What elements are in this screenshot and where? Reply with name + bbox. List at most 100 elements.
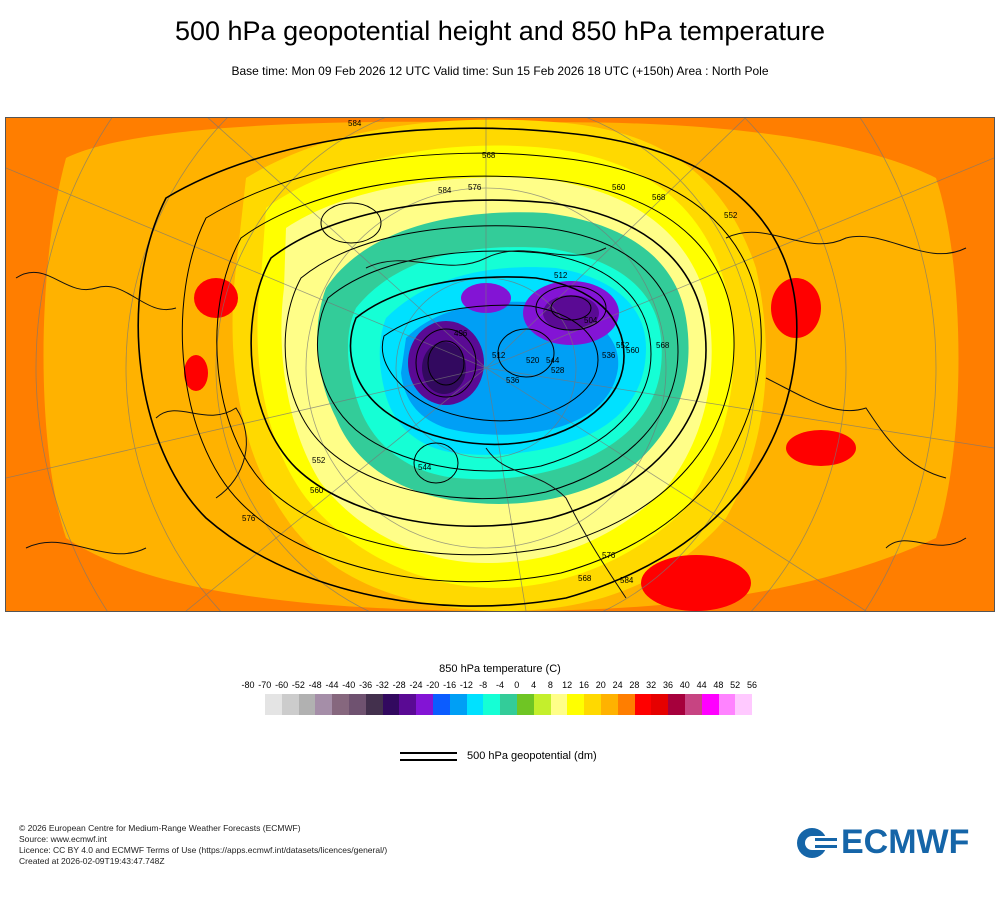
temperature-map-svg: 584 568 584 576 560 568 552 512 504 496 …	[6, 118, 994, 611]
legend-tick-label: 20	[595, 680, 606, 690]
contour-label: 504	[584, 316, 598, 325]
contour-label: 560	[310, 486, 324, 495]
contour-label: 512	[554, 271, 568, 280]
legend-color-swatch	[701, 694, 719, 715]
contour-label: 552	[724, 211, 738, 220]
legend-color-swatch	[735, 694, 753, 715]
legend-color-swatch	[550, 694, 568, 715]
contour-label: 544	[418, 463, 432, 472]
legend-color-swatch	[516, 694, 534, 715]
contour-label: 568	[656, 341, 670, 350]
contour-label: 584	[620, 576, 634, 585]
legend-tick-label: -32	[375, 680, 389, 690]
legend-tick-label: 56	[746, 680, 757, 690]
legend-title: 850 hPa temperature (C)	[439, 663, 561, 675]
legend-tick-label: -20	[426, 680, 440, 690]
legend-tick-label: 52	[730, 680, 741, 690]
legend-tick-row: -80 -70 -60 -52 -48 -44 -40 -36 -32 -28 -24 -20 -16-…	[240, 680, 760, 692]
contour-label: 496	[454, 329, 468, 338]
legend-tick-label: 44	[696, 680, 707, 690]
legend-color-swatch	[668, 694, 685, 715]
legend-tick-label: -8	[479, 680, 488, 690]
legend-tick-label: -12	[459, 680, 473, 690]
legend-color-swatch	[265, 694, 282, 715]
legend-tick-label: -28	[392, 680, 406, 690]
legend-tick-label: 0	[514, 680, 520, 690]
legend-tick-label: -52	[291, 680, 305, 690]
legend-color-swatch	[533, 694, 551, 715]
geopotential-legend: 500 hPa geopotential (dm)	[400, 748, 660, 768]
contour-label: 568	[482, 151, 496, 160]
legend-tick-label: -40	[342, 680, 356, 690]
legend-color-swatch	[584, 694, 601, 715]
legend-color-swatch	[332, 694, 349, 715]
contour-label: 568	[578, 574, 592, 583]
temperature-color-bar	[265, 694, 753, 715]
contour-label: 544	[546, 356, 560, 365]
legend-tick-label: 48	[713, 680, 724, 690]
legend-color-swatch	[315, 694, 333, 715]
legend-tick-label: -44	[325, 680, 339, 690]
legend-color-swatch	[651, 694, 669, 715]
legend-color-swatch	[382, 694, 400, 715]
ecmwf-logo-icon	[797, 828, 839, 858]
legend-color-swatch	[466, 694, 484, 715]
legend-color-swatch	[718, 694, 736, 715]
contour-label: 552	[312, 456, 326, 465]
legend-tick-label: 40	[679, 680, 690, 690]
legend-tick-label: 28	[629, 680, 640, 690]
legend-tick-label: -80	[241, 680, 255, 690]
legend-tick-label: 4	[531, 680, 537, 690]
legend-color-swatch	[600, 694, 618, 715]
legend-tick-label: -60	[275, 680, 289, 690]
legend-color-swatch	[617, 694, 635, 715]
ecmwf-logo: ECMWF	[795, 823, 985, 862]
legend-color-swatch	[483, 694, 501, 715]
legend-color-swatch	[567, 694, 585, 715]
footer-credits: © 2026 European Centre for Medium-Range …	[19, 823, 387, 867]
legend-color-swatch	[432, 694, 450, 715]
legend-tick-label: -16	[443, 680, 457, 690]
north-pole-map: 584 568 584 576 560 568 552 512 504 496 …	[5, 117, 995, 612]
contour-label: 528	[551, 366, 565, 375]
source-text: Source: www.ecmwf.int	[19, 834, 107, 844]
legend-tick-label: 24	[612, 680, 623, 690]
legend-tick-label: -48	[308, 680, 322, 690]
contour-label: 536	[506, 376, 520, 385]
contour-label: 584	[348, 119, 362, 128]
legend-color-swatch	[684, 694, 702, 715]
contour-label: 512	[492, 351, 506, 360]
legend-tick-label: -4	[495, 680, 504, 690]
contour-label: 584	[438, 186, 452, 195]
contour-label: 576	[468, 183, 482, 192]
legend-color-swatch	[399, 694, 417, 715]
legend-color-swatch	[281, 694, 299, 715]
legend-color-swatch	[348, 694, 366, 715]
contour-label: 568	[652, 193, 666, 202]
contour-label: 576	[242, 514, 256, 523]
legend-tick-label: 8	[547, 680, 553, 690]
geopotential-line-sample	[400, 752, 457, 754]
legend-color-swatch	[449, 694, 467, 715]
legend-color-swatch	[634, 694, 652, 715]
geopotential-legend-label: 500 hPa geopotential (dm)	[467, 750, 597, 762]
legend-color-swatch	[365, 694, 383, 715]
contour-label: 520	[526, 356, 540, 365]
legend-tick-label: 36	[662, 680, 673, 690]
licence-text: Licence: CC BY 4.0 and ECMWF Terms of Us…	[19, 845, 388, 855]
contour-label: 552	[616, 341, 630, 350]
legend-tick-label: 32	[646, 680, 657, 690]
legend-tick-label: -36	[359, 680, 373, 690]
contour-label: 560	[626, 346, 640, 355]
geopotential-line-sample	[400, 759, 457, 761]
created-text: Created at 2026-02-09T19:43:47.748Z	[19, 856, 165, 866]
legend-tick-label: -24	[409, 680, 423, 690]
legend-tick-label: 16	[578, 680, 589, 690]
legend-color-swatch	[416, 694, 433, 715]
contour-label: 536	[602, 351, 616, 360]
contour-label: 560	[612, 183, 626, 192]
legend-color-swatch	[500, 694, 517, 715]
legend-tick-label: -70	[258, 680, 272, 690]
chart-subtitle: Base time: Mon 09 Feb 2026 12 UTC Valid …	[231, 64, 769, 78]
ecmwf-logo-text: ECMWF	[841, 823, 970, 861]
